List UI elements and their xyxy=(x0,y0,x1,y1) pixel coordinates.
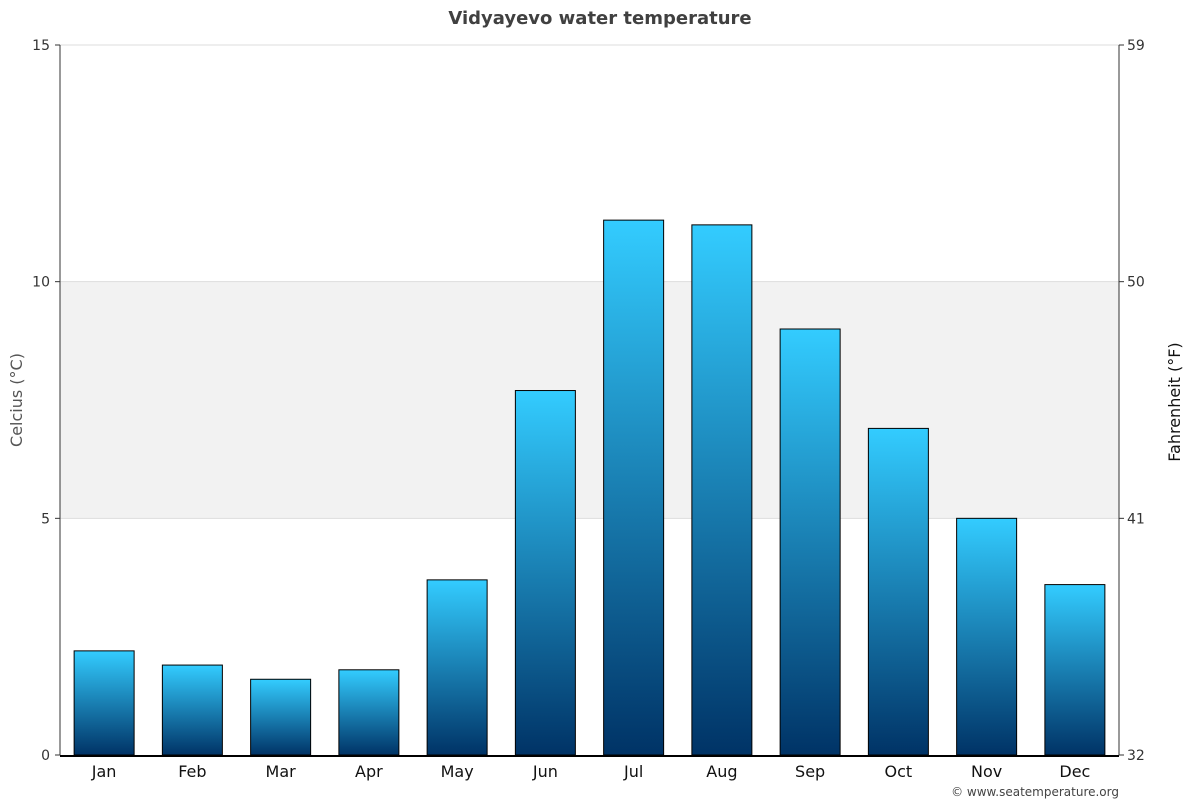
x-tick-label: Sep xyxy=(795,762,825,781)
x-tick-label: Jul xyxy=(623,762,643,781)
highlight-band xyxy=(60,281,1119,519)
y-tick-label-right: 59 xyxy=(1127,38,1145,54)
bar-sep xyxy=(779,328,841,756)
chart-title: Vidyayevo water temperature xyxy=(448,8,751,29)
bar-feb xyxy=(161,664,223,756)
y-tick-label-right: 41 xyxy=(1127,511,1145,527)
y-tick-label-left: 10 xyxy=(32,275,50,291)
x-tick-label: Oct xyxy=(885,762,913,781)
bar-jun xyxy=(514,390,576,756)
x-tick-label: Feb xyxy=(178,762,206,781)
bar-mar xyxy=(250,678,312,756)
bar-nov xyxy=(956,517,1018,756)
x-tick-label: Dec xyxy=(1059,762,1090,781)
bar-may xyxy=(426,579,488,756)
x-tick-label: May xyxy=(441,762,474,781)
y-axis-label-left: Celcius (°C) xyxy=(7,353,26,447)
x-tick-label: Mar xyxy=(266,762,297,781)
bar-aug xyxy=(691,224,753,756)
x-tick-label: Jan xyxy=(91,762,117,781)
x-tick-label: Apr xyxy=(355,762,383,781)
bar-apr xyxy=(338,669,400,756)
source-credit: © www.seatemperature.org xyxy=(951,785,1119,799)
x-tick-label: Aug xyxy=(706,762,737,781)
bar-jan xyxy=(73,650,135,756)
y-tick-label-left: 5 xyxy=(41,511,50,527)
y-tick-label-right: 32 xyxy=(1127,748,1145,764)
x-tick-label: Jun xyxy=(532,762,558,781)
y-axis-label-right: Fahrenheit (°F) xyxy=(1165,342,1184,461)
y-tick-label-left: 15 xyxy=(32,38,50,54)
y-tick-label-left: 0 xyxy=(41,748,50,764)
bar-dec xyxy=(1044,584,1106,756)
y-tick-label-right: 50 xyxy=(1127,275,1145,291)
x-tick-label: Nov xyxy=(971,762,1002,781)
bar-jul xyxy=(603,219,665,756)
bar-oct xyxy=(867,427,929,756)
